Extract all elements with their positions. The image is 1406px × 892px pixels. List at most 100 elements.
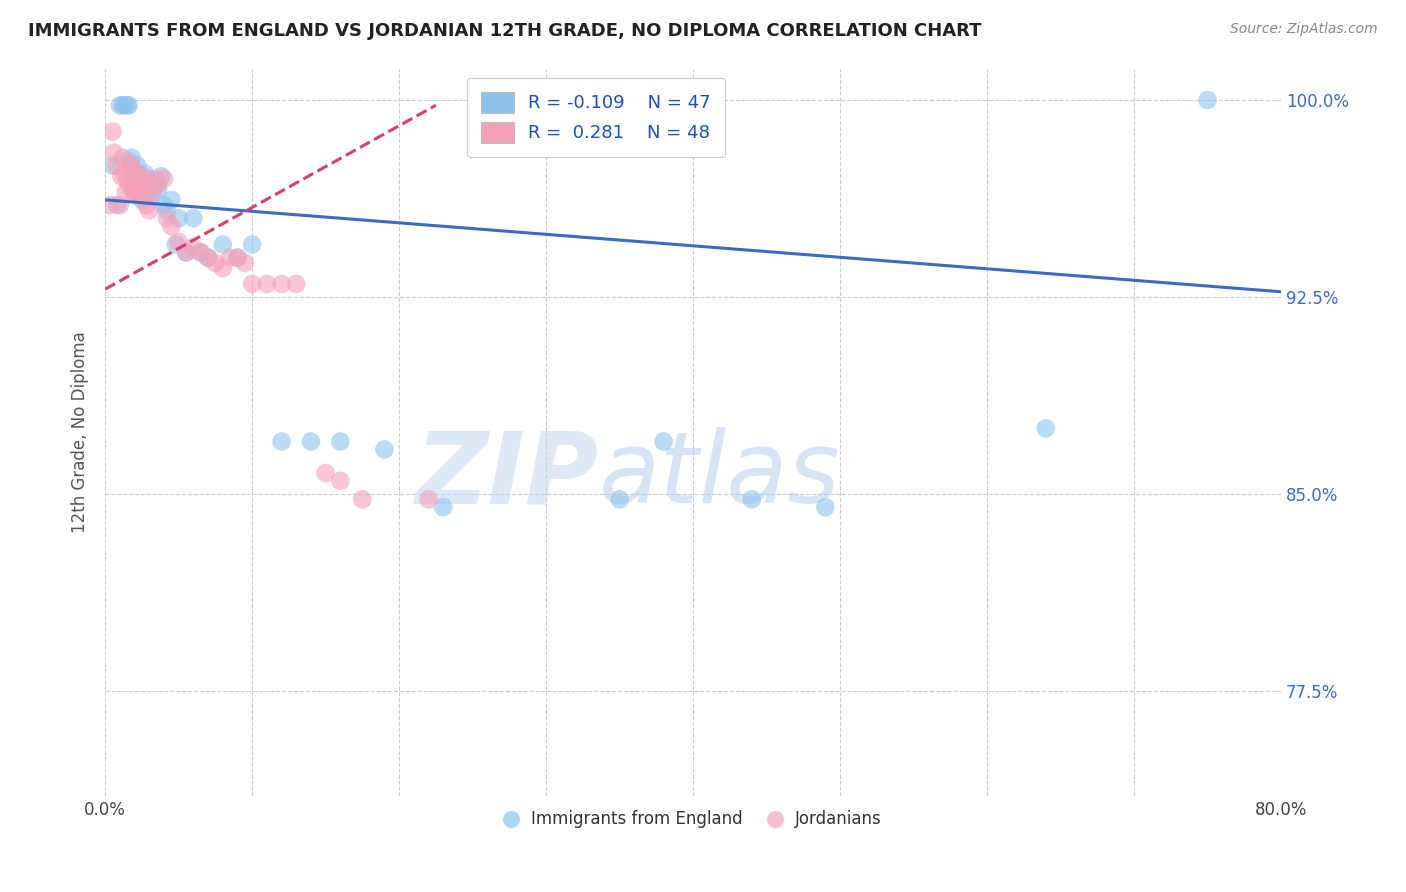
Point (122, 185, 145, 199)
Point (112, 167, 135, 181)
Point (160, 193, 183, 207)
Point (98, 198, 121, 212)
Point (111, 98, 134, 112)
Point (150, 169, 173, 184)
Point (124, 171, 146, 186)
Point (609, 492, 631, 507)
Point (118, 177, 141, 191)
Point (174, 245, 197, 260)
Point (183, 211, 205, 226)
Point (103, 145, 125, 160)
Point (128, 182, 150, 196)
Point (114, 185, 136, 199)
Text: Source: ZipAtlas.com: Source: ZipAtlas.com (1230, 22, 1378, 37)
Point (146, 182, 169, 196)
Point (204, 256, 226, 270)
Point (111, 151, 134, 165)
Point (132, 177, 155, 191)
Point (156, 203, 179, 218)
Point (285, 277, 308, 291)
Point (183, 240, 205, 254)
Point (741, 492, 763, 507)
Point (143, 171, 166, 186)
Point (117, 98, 139, 112)
Point (167, 211, 190, 226)
Text: ZIP: ZIP (416, 427, 599, 524)
Point (135, 171, 157, 186)
Point (129, 177, 152, 191)
Point (165, 237, 187, 252)
Point (141, 185, 163, 199)
Point (127, 159, 149, 173)
Point (352, 492, 374, 507)
Point (132, 177, 155, 191)
Point (814, 500, 837, 515)
Point (270, 277, 292, 291)
Text: IMMIGRANTS FROM ENGLAND VS JORDANIAN 12TH GRADE, NO DIPLOMA CORRELATION CHART: IMMIGRANTS FROM ENGLAND VS JORDANIAN 12T… (28, 22, 981, 40)
Point (110, 169, 132, 184)
Point (373, 442, 395, 457)
Y-axis label: 12th Grade, No Diploma: 12th Grade, No Diploma (72, 332, 89, 533)
Point (211, 261, 233, 276)
Point (143, 177, 166, 191)
Point (105, 159, 128, 173)
Text: atlas: atlas (599, 427, 841, 524)
Point (240, 237, 263, 252)
Point (211, 237, 233, 252)
Point (270, 434, 292, 449)
Point (141, 190, 163, 204)
Point (124, 185, 146, 199)
Point (315, 466, 337, 480)
Point (233, 256, 256, 270)
Point (131, 190, 153, 204)
Point (299, 434, 322, 449)
Point (652, 434, 675, 449)
Point (329, 434, 352, 449)
Point (108, 198, 131, 212)
Point (226, 251, 249, 265)
Point (174, 245, 197, 260)
Point (167, 235, 190, 249)
Point (329, 474, 352, 488)
Point (190, 245, 212, 260)
Point (120, 159, 142, 173)
Point (190, 245, 212, 260)
Point (153, 198, 176, 212)
Point (240, 277, 263, 291)
Point (256, 277, 278, 291)
Point (1035, 421, 1057, 435)
Point (153, 171, 176, 186)
Point (138, 203, 160, 218)
Point (197, 251, 219, 265)
Point (135, 198, 157, 212)
Point (146, 177, 169, 191)
Point (131, 193, 153, 207)
Point (219, 251, 242, 265)
Point (108, 98, 131, 112)
Point (118, 98, 141, 112)
Point (127, 167, 149, 181)
Legend: Immigrants from England, Jordanians: Immigrants from England, Jordanians (498, 804, 889, 835)
Point (120, 156, 142, 170)
Point (125, 185, 148, 199)
Point (138, 185, 160, 199)
Point (125, 179, 148, 194)
Point (121, 159, 143, 173)
Point (134, 171, 156, 186)
Point (117, 171, 139, 186)
Point (101, 124, 124, 138)
Point (160, 219, 183, 233)
Point (128, 171, 150, 186)
Point (122, 164, 145, 178)
Point (156, 211, 179, 226)
Point (129, 185, 152, 199)
Point (121, 151, 143, 165)
Point (112, 98, 135, 112)
Point (418, 492, 440, 507)
Point (197, 251, 219, 265)
Point (101, 159, 124, 173)
Point (105, 198, 128, 212)
Point (432, 500, 454, 515)
Point (134, 167, 156, 181)
Point (226, 251, 249, 265)
